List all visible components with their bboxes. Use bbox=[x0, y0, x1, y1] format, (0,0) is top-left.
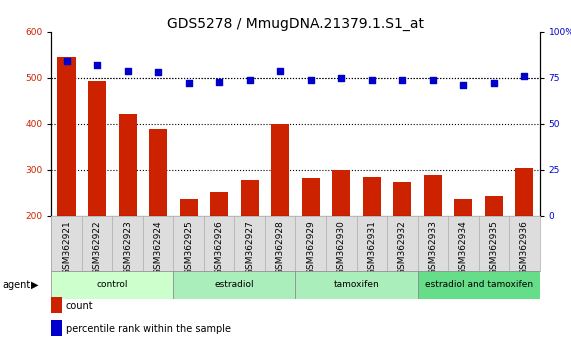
Text: estradiol and tamoxifen: estradiol and tamoxifen bbox=[424, 280, 533, 290]
Text: GSM362933: GSM362933 bbox=[428, 220, 437, 275]
Point bbox=[337, 75, 346, 81]
Point bbox=[93, 62, 102, 68]
Bar bbox=[393, 182, 412, 308]
Bar bbox=[296, 271, 417, 299]
Point bbox=[123, 68, 132, 73]
Text: GSM362928: GSM362928 bbox=[276, 220, 285, 275]
Bar bbox=[240, 180, 259, 308]
Text: GSM362927: GSM362927 bbox=[245, 220, 254, 275]
Bar bbox=[515, 168, 533, 308]
Text: GSM362936: GSM362936 bbox=[520, 220, 529, 275]
Point bbox=[245, 77, 254, 82]
Bar bbox=[149, 130, 167, 308]
Text: GSM362923: GSM362923 bbox=[123, 220, 132, 275]
Bar bbox=[88, 81, 106, 308]
Point bbox=[367, 77, 376, 82]
Point bbox=[520, 73, 529, 79]
Bar bbox=[417, 271, 540, 299]
Title: GDS5278 / MmugDNA.21379.1.S1_at: GDS5278 / MmugDNA.21379.1.S1_at bbox=[167, 17, 424, 31]
Text: agent: agent bbox=[3, 280, 31, 290]
Point bbox=[306, 77, 315, 82]
Bar bbox=[179, 199, 198, 308]
Point bbox=[62, 58, 71, 64]
Bar bbox=[424, 175, 442, 308]
Bar bbox=[301, 178, 320, 308]
Point bbox=[215, 79, 224, 84]
Text: ▶: ▶ bbox=[31, 280, 39, 290]
Text: percentile rank within the sample: percentile rank within the sample bbox=[66, 324, 231, 333]
Point bbox=[184, 81, 193, 86]
Bar bbox=[51, 271, 174, 299]
Text: GSM362931: GSM362931 bbox=[367, 220, 376, 275]
Text: GSM362935: GSM362935 bbox=[489, 220, 498, 275]
Text: GSM362921: GSM362921 bbox=[62, 220, 71, 275]
Text: GSM362922: GSM362922 bbox=[93, 220, 102, 275]
Text: GSM362932: GSM362932 bbox=[398, 220, 407, 275]
Point bbox=[489, 81, 498, 86]
Point bbox=[428, 77, 437, 82]
Text: estradiol: estradiol bbox=[215, 280, 254, 290]
Text: count: count bbox=[66, 301, 93, 310]
Bar bbox=[174, 271, 296, 299]
Bar bbox=[58, 57, 76, 308]
Text: GSM362926: GSM362926 bbox=[215, 220, 224, 275]
Text: GSM362929: GSM362929 bbox=[306, 220, 315, 275]
Point bbox=[154, 69, 163, 75]
Text: tamoxifen: tamoxifen bbox=[333, 280, 379, 290]
Text: GSM362925: GSM362925 bbox=[184, 220, 193, 275]
Text: control: control bbox=[96, 280, 128, 290]
Point bbox=[398, 77, 407, 82]
Bar bbox=[454, 199, 472, 308]
Text: GSM362924: GSM362924 bbox=[154, 220, 163, 275]
Bar bbox=[210, 192, 228, 308]
Point bbox=[459, 82, 468, 88]
Text: GSM362930: GSM362930 bbox=[337, 220, 346, 275]
Bar bbox=[332, 170, 351, 308]
Bar bbox=[271, 124, 289, 308]
Bar bbox=[119, 114, 137, 308]
Bar bbox=[363, 177, 381, 308]
Point bbox=[276, 68, 285, 73]
Text: GSM362934: GSM362934 bbox=[459, 220, 468, 275]
Bar bbox=[485, 196, 503, 308]
